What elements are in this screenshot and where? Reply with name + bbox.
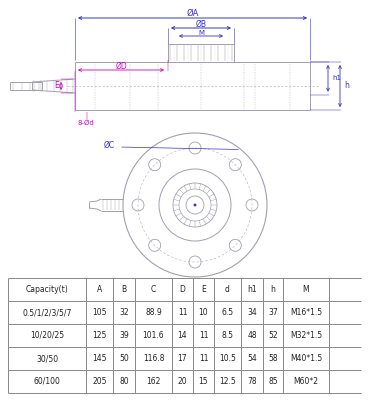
Text: 101.6: 101.6 <box>143 331 164 340</box>
Text: 10.5: 10.5 <box>219 354 236 363</box>
Text: 17: 17 <box>178 354 187 363</box>
Text: 11: 11 <box>199 331 208 340</box>
Text: M40*1.5: M40*1.5 <box>290 354 322 363</box>
Text: 78: 78 <box>247 377 257 386</box>
Text: M16*1.5: M16*1.5 <box>290 308 322 317</box>
Text: M32*1.5: M32*1.5 <box>290 331 322 340</box>
Text: 85: 85 <box>268 377 278 386</box>
Text: E: E <box>54 82 59 90</box>
Text: 52: 52 <box>268 331 278 340</box>
Text: ØD: ØD <box>115 62 127 70</box>
Text: C: C <box>151 285 156 294</box>
Text: 8-Ød: 8-Ød <box>77 120 94 126</box>
Text: ØB: ØB <box>196 20 207 28</box>
Text: 30/50: 30/50 <box>36 354 58 363</box>
Text: E: E <box>201 285 206 294</box>
Text: 20: 20 <box>178 377 187 386</box>
Text: 48: 48 <box>247 331 257 340</box>
Text: 10: 10 <box>199 308 208 317</box>
Text: 162: 162 <box>146 377 161 386</box>
Text: 80: 80 <box>119 377 129 386</box>
Text: 58: 58 <box>268 354 278 363</box>
Text: 0.5/1/2/3/5/7: 0.5/1/2/3/5/7 <box>22 308 72 317</box>
Circle shape <box>194 204 196 206</box>
Text: h1: h1 <box>332 75 341 81</box>
Text: h: h <box>344 82 349 90</box>
Text: 6.5: 6.5 <box>221 308 234 317</box>
Text: 205: 205 <box>92 377 107 386</box>
Text: 60/100: 60/100 <box>34 377 61 386</box>
Text: ØC: ØC <box>104 140 115 150</box>
Text: M60*2: M60*2 <box>293 377 318 386</box>
Text: M: M <box>303 285 309 294</box>
Text: 15: 15 <box>199 377 208 386</box>
Text: M: M <box>198 30 204 36</box>
Text: 88.9: 88.9 <box>145 308 162 317</box>
Text: 105: 105 <box>92 308 107 317</box>
Text: 10/20/25: 10/20/25 <box>30 331 64 340</box>
Text: 14: 14 <box>178 331 187 340</box>
Text: 8.5: 8.5 <box>221 331 234 340</box>
Text: D: D <box>180 285 186 294</box>
Text: 39: 39 <box>119 331 129 340</box>
Text: 50: 50 <box>119 354 129 363</box>
Text: 125: 125 <box>92 331 107 340</box>
Text: h: h <box>270 285 275 294</box>
Text: 116.8: 116.8 <box>143 354 164 363</box>
Text: B: B <box>121 285 127 294</box>
Text: 145: 145 <box>92 354 107 363</box>
Text: 54: 54 <box>247 354 257 363</box>
Text: 34: 34 <box>247 308 257 317</box>
Text: 12.5: 12.5 <box>219 377 236 386</box>
Text: ØA: ØA <box>186 8 199 18</box>
Text: A: A <box>97 285 102 294</box>
Text: 32: 32 <box>119 308 129 317</box>
Text: 11: 11 <box>178 308 187 317</box>
Text: d: d <box>225 285 230 294</box>
Text: 37: 37 <box>268 308 278 317</box>
Text: 11: 11 <box>199 354 208 363</box>
Text: Capacity(t): Capacity(t) <box>25 285 68 294</box>
Text: h1: h1 <box>247 285 257 294</box>
